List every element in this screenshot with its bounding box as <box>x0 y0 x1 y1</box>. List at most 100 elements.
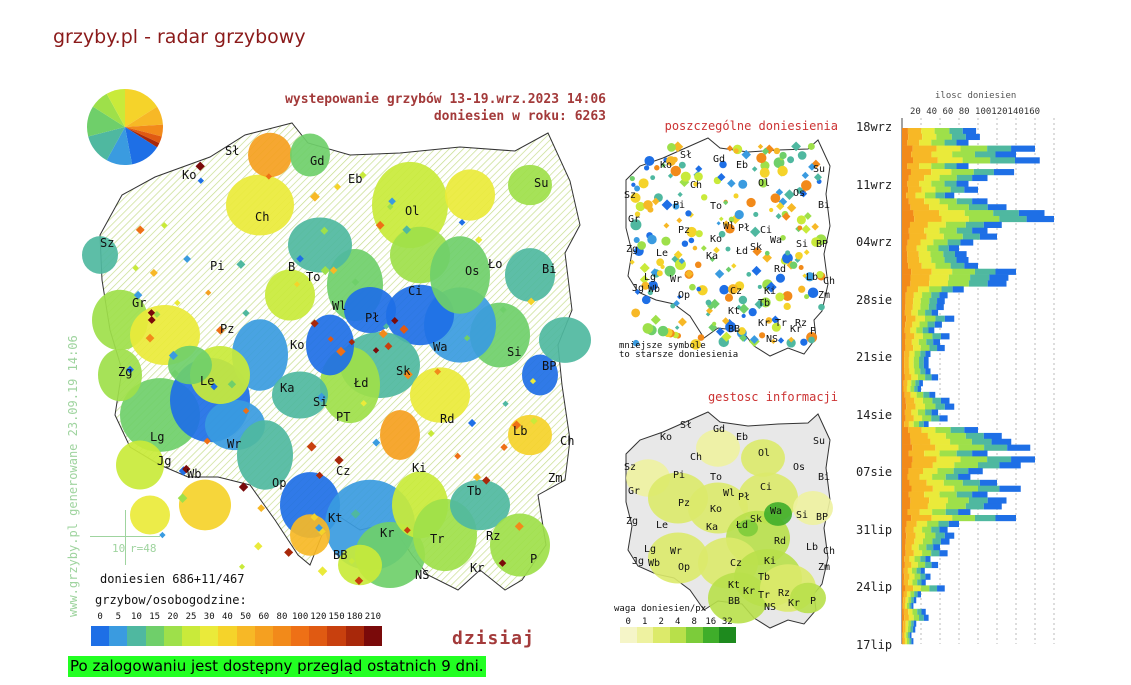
histogram-bar <box>923 356 929 363</box>
histogram-bar <box>910 327 917 334</box>
histogram-bar <box>999 215 1027 223</box>
report-dot <box>670 165 682 177</box>
legend-swatch <box>109 626 128 646</box>
histogram-bar <box>902 544 906 551</box>
report-dot <box>726 145 734 152</box>
region-label: Pz <box>678 225 690 236</box>
report-dot <box>746 197 756 208</box>
histogram-bar <box>914 591 918 598</box>
report-dot <box>647 290 653 296</box>
histogram-bar <box>924 403 936 410</box>
report-dot <box>770 338 777 345</box>
histogram-bar <box>905 626 908 633</box>
histogram-bar <box>916 391 924 399</box>
report-diamond <box>336 346 346 357</box>
region-label: Ch <box>823 276 835 287</box>
report-dot <box>650 175 656 181</box>
report-diamond <box>238 482 249 492</box>
report-diamond <box>153 310 161 318</box>
region-label: Gd <box>713 424 725 435</box>
report-diamond <box>372 438 381 447</box>
histogram-bar <box>929 344 938 352</box>
region-label: NS <box>764 602 776 613</box>
histogram-bar <box>903 579 909 586</box>
report-dot <box>777 165 788 177</box>
region-label: Kr <box>758 318 770 329</box>
histogram-bar <box>902 567 904 574</box>
histogram-bar <box>914 333 923 340</box>
legend-swatch <box>291 626 310 646</box>
histogram-bar <box>948 520 959 528</box>
report-dot <box>667 143 676 152</box>
report-diamond <box>145 333 155 343</box>
report-dot <box>757 284 762 289</box>
histogram-bar <box>925 368 931 375</box>
histogram-bar <box>931 163 945 170</box>
region-label: Cz <box>730 286 742 297</box>
report-dot <box>753 211 759 217</box>
histogram-bar <box>902 204 911 211</box>
report-dot <box>717 172 726 182</box>
histogram-bar <box>956 198 973 205</box>
histogram-bar <box>902 602 905 610</box>
histogram-bar <box>927 503 946 510</box>
legend-value: 210 <box>364 612 382 622</box>
histogram-bar <box>1014 157 1040 164</box>
report-dot <box>756 152 767 164</box>
histogram-bar <box>906 520 917 528</box>
region-label: Sk <box>396 364 411 378</box>
histogram-bar <box>958 473 971 481</box>
histogram-bar <box>922 292 932 299</box>
histogram-bar <box>902 262 909 270</box>
legend-swatch <box>127 626 146 646</box>
report-diamond <box>383 323 390 330</box>
scale-radius: r=48 <box>130 542 157 555</box>
region-label: Ki <box>764 556 776 567</box>
report-diamond <box>284 547 294 557</box>
report-dot <box>688 237 695 244</box>
report-diamond <box>203 437 211 445</box>
histogram-bar <box>919 362 924 369</box>
report-dot <box>782 291 793 301</box>
histogram-bar <box>936 145 961 152</box>
histogram-bar <box>914 368 921 375</box>
histogram-bar <box>905 550 914 557</box>
region-label: Rd <box>774 264 786 275</box>
occurrence-area <box>505 248 555 302</box>
report-markers <box>126 161 538 586</box>
histogram-bar <box>924 198 940 205</box>
histogram-bar <box>926 479 944 486</box>
report-dot <box>694 261 702 269</box>
report-diamond <box>168 350 178 360</box>
histogram-bar <box>939 526 948 533</box>
histogram-bar <box>987 145 1012 152</box>
histogram-bar <box>962 157 991 164</box>
histogram-bar <box>920 368 926 375</box>
histogram-date-label: 07sie <box>856 465 893 479</box>
report-dot <box>656 270 663 277</box>
histogram-bar <box>916 520 928 528</box>
histogram-bar <box>926 233 944 240</box>
report-diamond <box>149 268 158 277</box>
region-label: Ch <box>823 546 835 557</box>
report-dot <box>738 295 748 305</box>
region-label: Pi <box>673 470 685 481</box>
region-label: Wl <box>723 221 735 232</box>
histogram-bar <box>916 245 928 252</box>
histogram-bar <box>950 427 965 434</box>
histogram-bar <box>935 427 951 434</box>
report-dot <box>719 160 727 169</box>
density-area <box>696 429 740 467</box>
region-label: Su <box>813 436 825 447</box>
histogram-date-label: 21sie <box>856 350 893 364</box>
histogram-bar <box>944 532 955 539</box>
histogram-bar <box>941 286 953 293</box>
histogram-bar <box>914 386 918 393</box>
histogram-bar <box>906 632 909 639</box>
legend-value: 80 <box>276 612 288 622</box>
histogram-bar <box>943 233 963 240</box>
report-dot <box>647 234 657 245</box>
legend-color-scale <box>91 626 382 646</box>
histogram-bar <box>920 573 926 580</box>
region-label: Os <box>465 264 479 278</box>
